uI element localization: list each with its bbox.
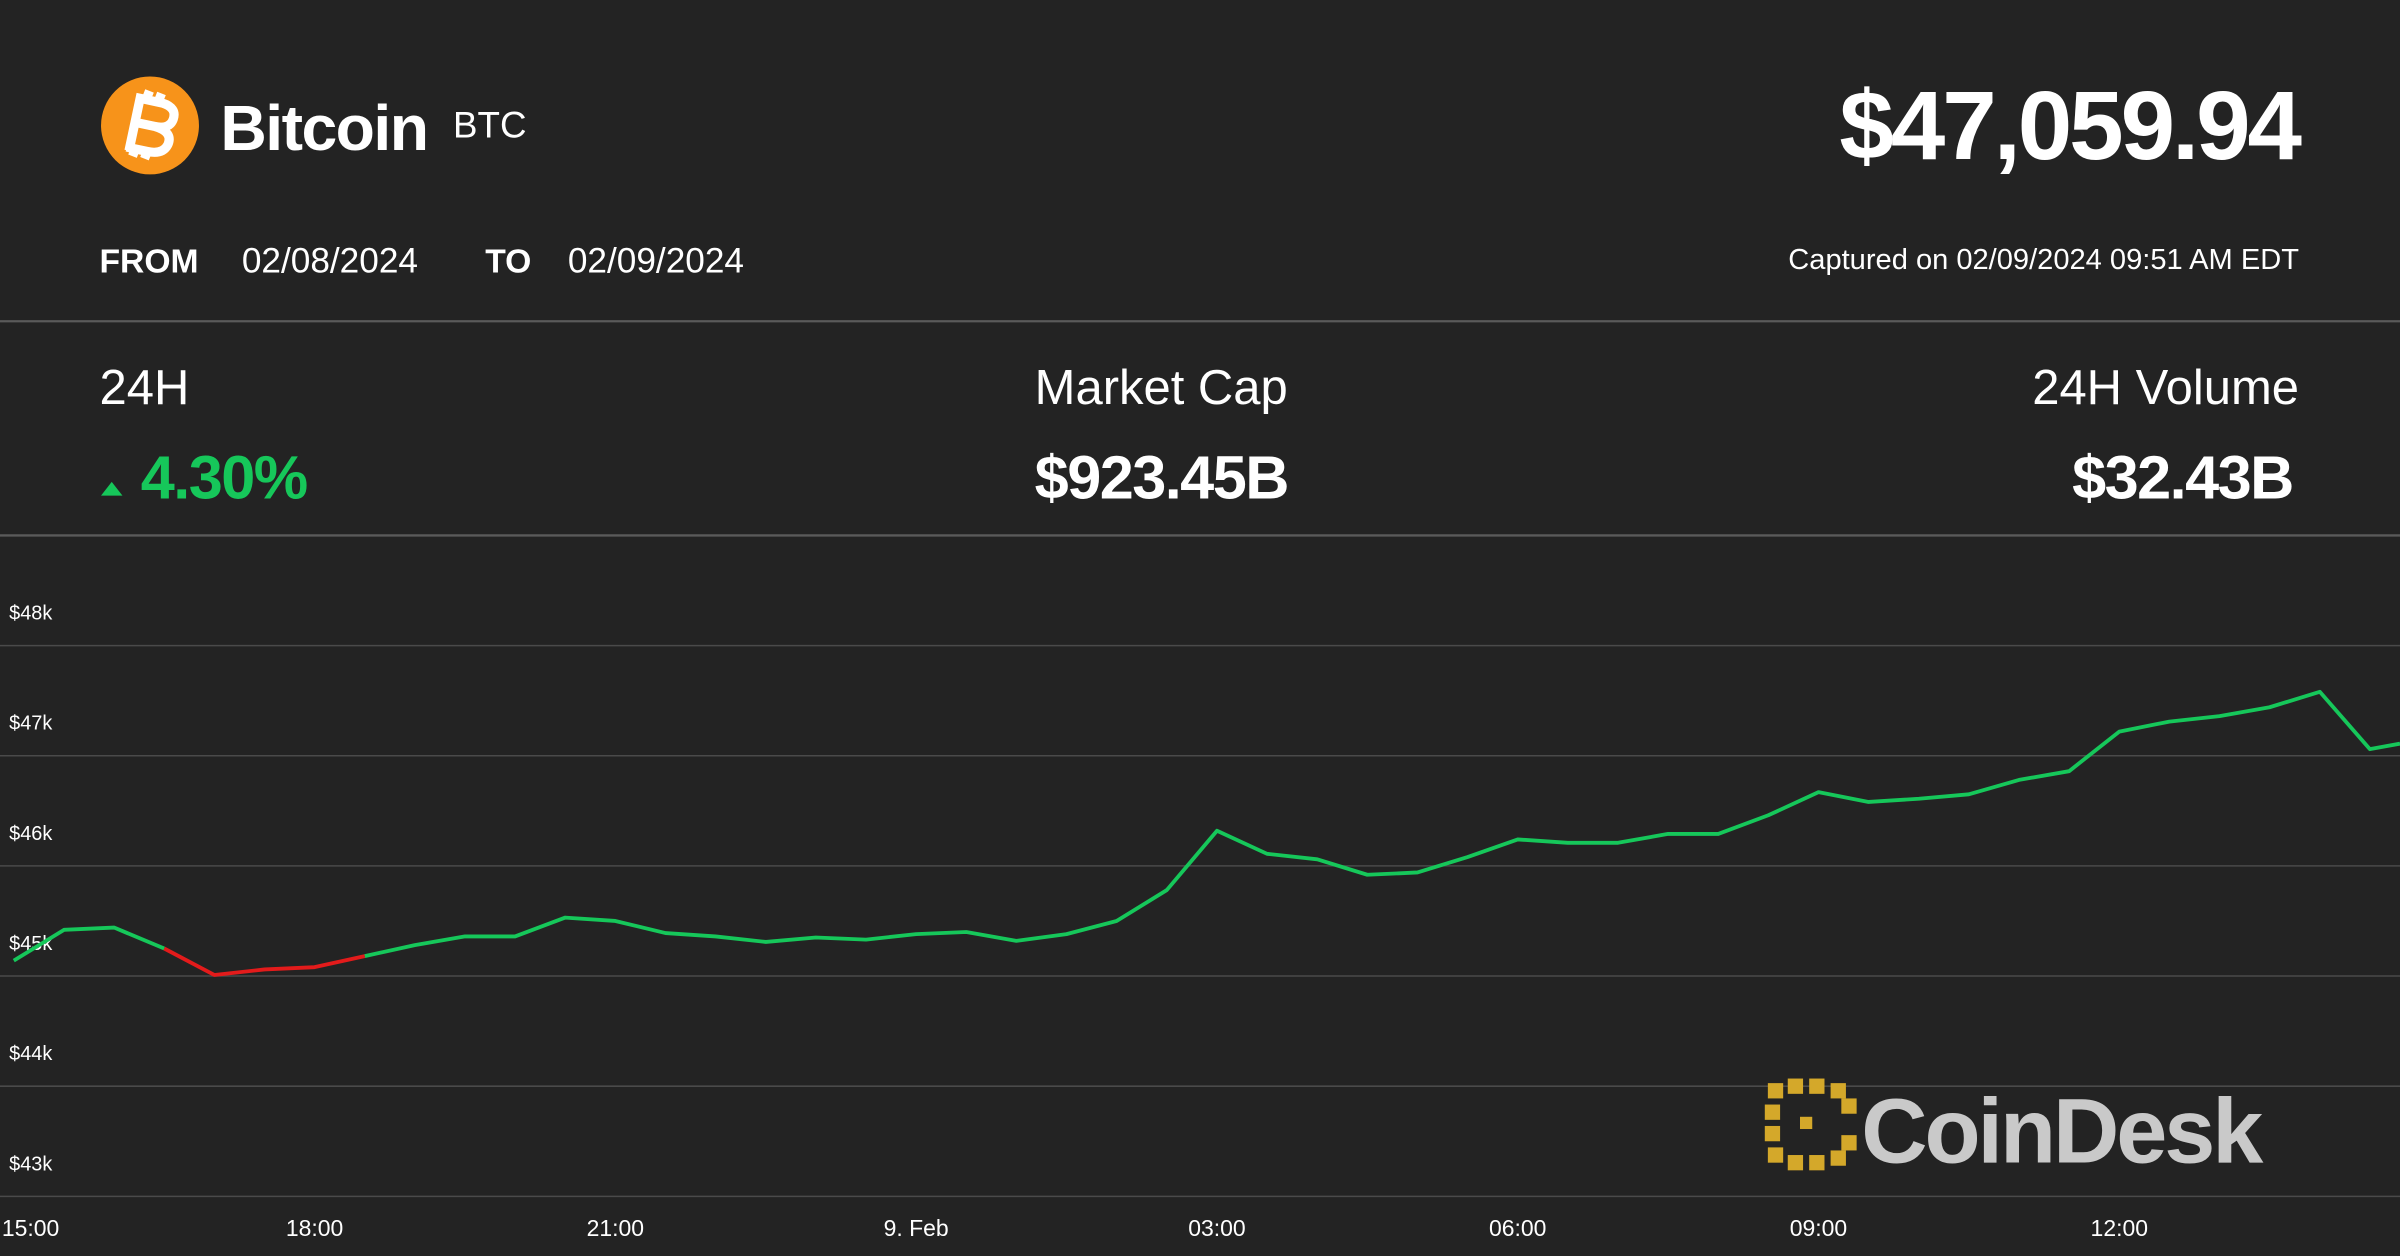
from-label: FROM bbox=[99, 243, 198, 280]
y-tick-label: $47k bbox=[9, 713, 52, 735]
y-tick-label: $48k bbox=[9, 603, 52, 625]
to-date: 02/09/2024 bbox=[568, 241, 744, 280]
x-tick-label: 06:00 bbox=[1489, 1215, 1546, 1241]
stat-label: 24H bbox=[99, 361, 189, 415]
captured: Captured on 02/09/2024 09:51 AM EDT bbox=[1788, 244, 2299, 276]
y-tick-label: $44k bbox=[9, 1043, 52, 1065]
stat-label: 24H Volume bbox=[2032, 361, 2299, 415]
x-tick-label: 15:00 bbox=[2, 1215, 59, 1241]
y-tick-label: $43k bbox=[9, 1153, 52, 1175]
x-tick-label: 03:00 bbox=[1188, 1215, 1245, 1241]
y-tick-label: $45k bbox=[9, 933, 52, 955]
up-arrow bbox=[101, 481, 123, 496]
price: $47,059.94 bbox=[1839, 70, 2301, 180]
coin-symbol: BTC bbox=[453, 105, 526, 146]
price-line bbox=[163, 946, 366, 977]
bitcoin-logo bbox=[101, 76, 199, 175]
stat-value: $923.45B bbox=[1035, 444, 1288, 512]
stat-value: 4.30% bbox=[141, 444, 307, 512]
price-line bbox=[12, 689, 2400, 963]
from-date: 02/08/2024 bbox=[242, 241, 418, 280]
stat-label: Market Cap bbox=[1035, 361, 1288, 415]
x-tick-label: 12:00 bbox=[2091, 1215, 2148, 1241]
stat-value: $32.43B bbox=[2072, 444, 2293, 512]
x-tick-label: 18:00 bbox=[286, 1215, 343, 1241]
y-tick-label: $46k bbox=[9, 823, 52, 845]
x-tick-label: 09:00 bbox=[1790, 1215, 1847, 1241]
brand: CoinDesk bbox=[1861, 1081, 2264, 1183]
x-tick-label: 21:00 bbox=[587, 1215, 644, 1241]
x-tick-label: 9. Feb bbox=[884, 1215, 949, 1241]
coin-name: Bitcoin bbox=[220, 92, 427, 164]
to-label: TO bbox=[485, 243, 531, 280]
coindesk-icon bbox=[1764, 1078, 1857, 1171]
